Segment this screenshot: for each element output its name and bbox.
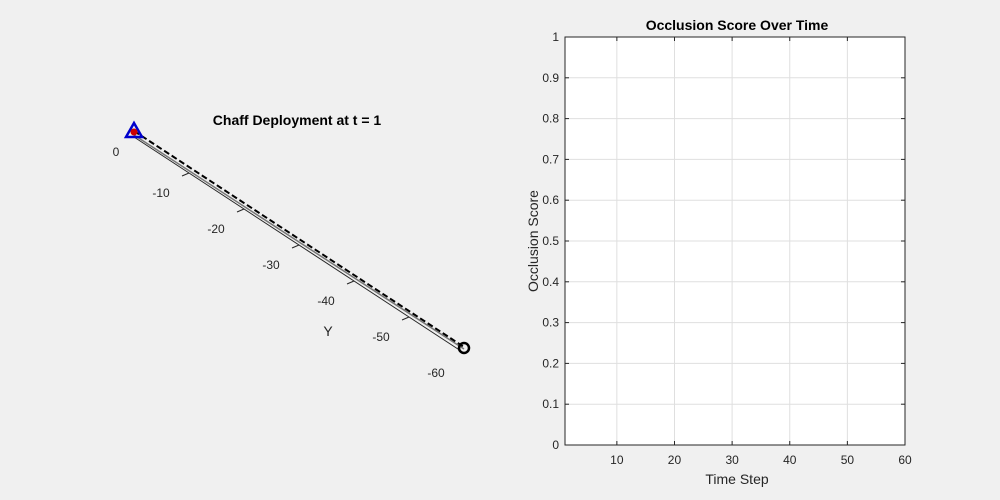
y-tick-label: 0.4 — [542, 275, 559, 289]
y-tick-label: 0 — [552, 438, 559, 452]
y-axis-3d: 0 -10 -20 -30 -40 -50 -60 — [113, 136, 465, 380]
y-tick-label: 0.8 — [542, 112, 559, 126]
y-tick-label-3d: 0 — [113, 145, 120, 159]
y-tick-3d — [291, 244, 300, 249]
trajectory-line-dashed — [133, 130, 465, 348]
x-tick-label: 50 — [841, 453, 855, 467]
occlusion-score-title: Occlusion Score Over Time — [646, 17, 829, 33]
y-tick-label-3d: -50 — [372, 330, 390, 344]
y-tick-3d — [401, 316, 410, 321]
y-tick-label-3d: -20 — [207, 222, 225, 236]
y-tick-label-3d: -60 — [427, 366, 445, 380]
x-axis-label: Time Step — [705, 471, 768, 487]
x-tick-label: 30 — [725, 453, 739, 467]
y-tick-label: 0.7 — [542, 152, 559, 166]
y-tick-label-3d: -10 — [152, 186, 170, 200]
start-point-marker — [130, 128, 138, 136]
trajectory-line-solid — [133, 134, 465, 350]
y-tick-label: 0.3 — [542, 316, 559, 330]
y-axis-label-3d: Y — [323, 323, 333, 339]
occlusion-score-chart: 10 20 30 40 50 60 0 0.1 0.2 0.3 0.4 0.5 0.6 0.7 0.8 0.9… — [525, 17, 912, 487]
trajectory-markers — [123, 120, 471, 355]
trajectory-lines — [133, 130, 465, 350]
x-tick-label: 40 — [783, 453, 797, 467]
x-tick-label: 20 — [668, 453, 682, 467]
y-tick-label-3d: -40 — [317, 294, 335, 308]
y-tick-label: 0.1 — [542, 397, 559, 411]
y-tick-3d — [181, 172, 190, 177]
y-tick-3d — [236, 208, 245, 213]
y-tick-label: 0.9 — [542, 71, 559, 85]
y-tick-label: 0.5 — [542, 234, 559, 248]
x-tick-label: 10 — [610, 453, 624, 467]
start-triangle-marker — [123, 120, 145, 139]
y-tick-3d — [346, 280, 355, 285]
end-circle-marker — [457, 341, 471, 355]
y-tick-label: 0.6 — [542, 193, 559, 207]
y-tick-label-3d: -30 — [262, 258, 280, 272]
y-tick-label: 0.2 — [542, 356, 559, 370]
y-tick-label: 1 — [552, 30, 559, 44]
chaff-deployment-chart: Chaff Deployment at t = 1 0 -10 -20 -30 -40 -… — [113, 112, 471, 380]
chaff-deployment-title: Chaff Deployment at t = 1 — [213, 112, 382, 128]
axis-ticks: 10 20 30 40 50 60 0 0.1 0.2 0.3 0.4 0.5 0.6 0.7 0.8 0.9… — [542, 30, 912, 467]
x-tick-label: 60 — [898, 453, 912, 467]
y-axis-label: Occlusion Score — [525, 190, 541, 292]
